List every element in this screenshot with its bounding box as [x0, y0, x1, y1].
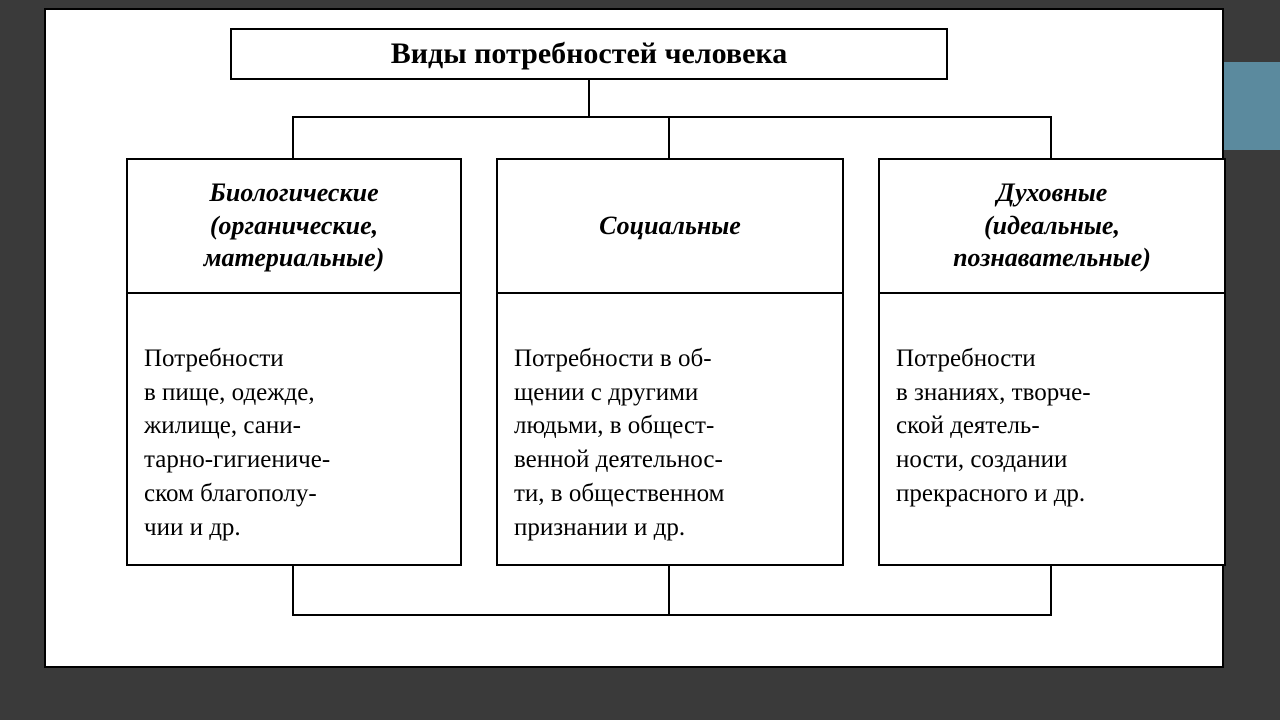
column-body-text: Потребности в знаниях, творче- ской деят… — [896, 345, 1091, 507]
connector-bottom-riser-1 — [668, 566, 670, 614]
column-body-text: Потребности в пище, одежде, жилище, сани… — [144, 345, 330, 541]
column-body-biological: Потребности в пище, одежде, жилище, сани… — [126, 292, 462, 566]
diagram-title-box: Виды потребностей человека — [230, 28, 948, 80]
column-header-text: Биологические (органические, материальны… — [204, 177, 385, 275]
connector-bottom-hbar — [292, 614, 1052, 616]
column-body-social: Потребности в об- щении с другими людьми… — [496, 292, 844, 566]
column-social: Социальные Потребности в об- щении с дру… — [496, 158, 844, 566]
connector-top-drop-1 — [668, 116, 670, 158]
connector-top-drop-2 — [1050, 116, 1052, 158]
connector-bottom-riser-2 — [1050, 566, 1052, 614]
connector-top-drop-0 — [292, 116, 294, 158]
column-body-text: Потребности в об- щении с другими людьми… — [514, 345, 724, 541]
column-header-biological: Биологические (органические, материальны… — [126, 158, 462, 292]
column-header-text: Духовные (идеальные, познавательные) — [953, 177, 1151, 275]
column-spiritual: Духовные (идеальные, познавательные) Пот… — [878, 158, 1226, 566]
column-header-text: Социальные — [599, 210, 741, 243]
connector-top-hbar — [292, 116, 1052, 118]
diagram-title: Виды потребностей человека — [391, 37, 788, 71]
column-biological: Биологические (органические, материальны… — [126, 158, 462, 566]
column-header-social: Социальные — [496, 158, 844, 292]
column-body-spiritual: Потребности в знаниях, творче- ской деят… — [878, 292, 1226, 566]
connector-bottom-riser-0 — [292, 566, 294, 614]
column-header-spiritual: Духовные (идеальные, познавательные) — [878, 158, 1226, 292]
accent-bar — [1224, 62, 1280, 150]
connector-title-stub — [588, 80, 590, 116]
